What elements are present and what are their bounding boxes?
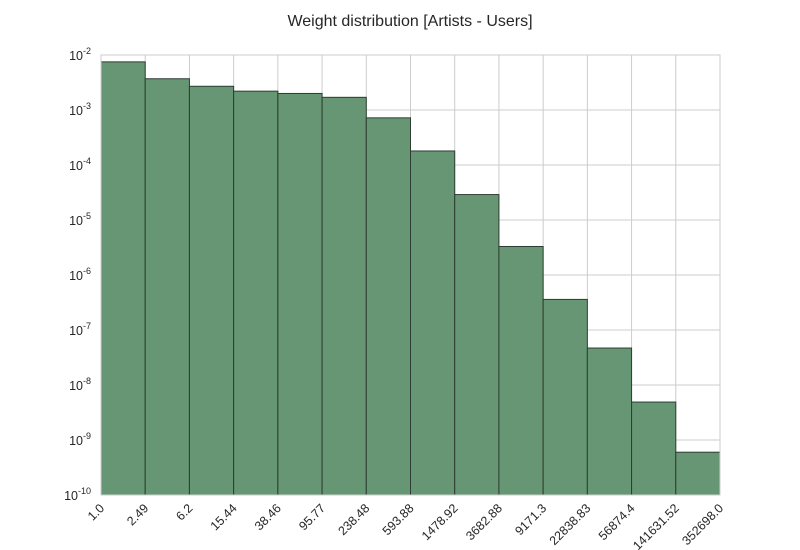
histogram-bar bbox=[100, 61, 146, 496]
x-tick-label: 1478.92 bbox=[419, 501, 461, 543]
histogram-bar bbox=[542, 298, 588, 496]
x-tick-label: 95.77 bbox=[296, 501, 328, 533]
x-tick-label: 56874.4 bbox=[596, 501, 638, 543]
chart-title: Weight distribution [Artists - Users] bbox=[287, 13, 532, 30]
x-tick-label: 352698.0 bbox=[679, 501, 726, 548]
x-tick-label: 238.48 bbox=[335, 501, 372, 538]
y-tick-label: 10-9 bbox=[69, 431, 91, 448]
histogram-bars bbox=[100, 61, 721, 496]
histogram-bar bbox=[586, 347, 633, 496]
histogram-bar bbox=[631, 401, 677, 496]
x-tick-label: 141631.52 bbox=[630, 501, 682, 550]
y-tick-label: 10-5 bbox=[69, 211, 91, 228]
histogram-bar bbox=[498, 245, 544, 496]
histogram-bar bbox=[188, 85, 235, 496]
x-tick-label: 9171.3 bbox=[512, 501, 549, 538]
histogram-bar bbox=[144, 78, 190, 496]
histogram-bar bbox=[410, 150, 456, 496]
y-tick-label: 10-4 bbox=[69, 156, 91, 173]
histogram-bar bbox=[277, 92, 323, 496]
y-tick-label: 10-7 bbox=[69, 321, 91, 338]
x-axis-ticks: 1.0 2.49 6.2 15.44 38.46 95.77 238.48 593.88 147… bbox=[85, 501, 726, 550]
y-tick-label: 10-10 bbox=[64, 486, 91, 503]
histogram-bar bbox=[454, 194, 500, 496]
x-tick-label: 6.2 bbox=[173, 501, 195, 523]
y-tick-label: 10-8 bbox=[69, 376, 91, 393]
histogram-bar bbox=[233, 90, 279, 496]
plot-frame bbox=[100, 54, 721, 496]
x-tick-label: 15.44 bbox=[208, 501, 240, 533]
x-tick-label: 2.49 bbox=[124, 501, 151, 528]
y-tick-label: 10-3 bbox=[69, 101, 91, 118]
x-tick-label: 593.88 bbox=[380, 501, 417, 538]
x-tick-label: 3682.88 bbox=[463, 501, 505, 543]
y-tick-label: 10-2 bbox=[69, 46, 91, 63]
histogram-bar bbox=[675, 451, 721, 496]
x-tick-label: 1.0 bbox=[85, 501, 107, 523]
histogram-bar bbox=[321, 96, 367, 496]
x-tick-label: 22838.83 bbox=[547, 501, 594, 548]
y-tick-label: 10-6 bbox=[69, 266, 91, 283]
y-axis-ticks: 10-10 10-9 10-8 10-7 10-6 10-5 10-4 10-3 10-2 bbox=[64, 46, 91, 503]
histogram-bar bbox=[365, 117, 411, 496]
x-tick-label: 38.46 bbox=[252, 501, 284, 533]
